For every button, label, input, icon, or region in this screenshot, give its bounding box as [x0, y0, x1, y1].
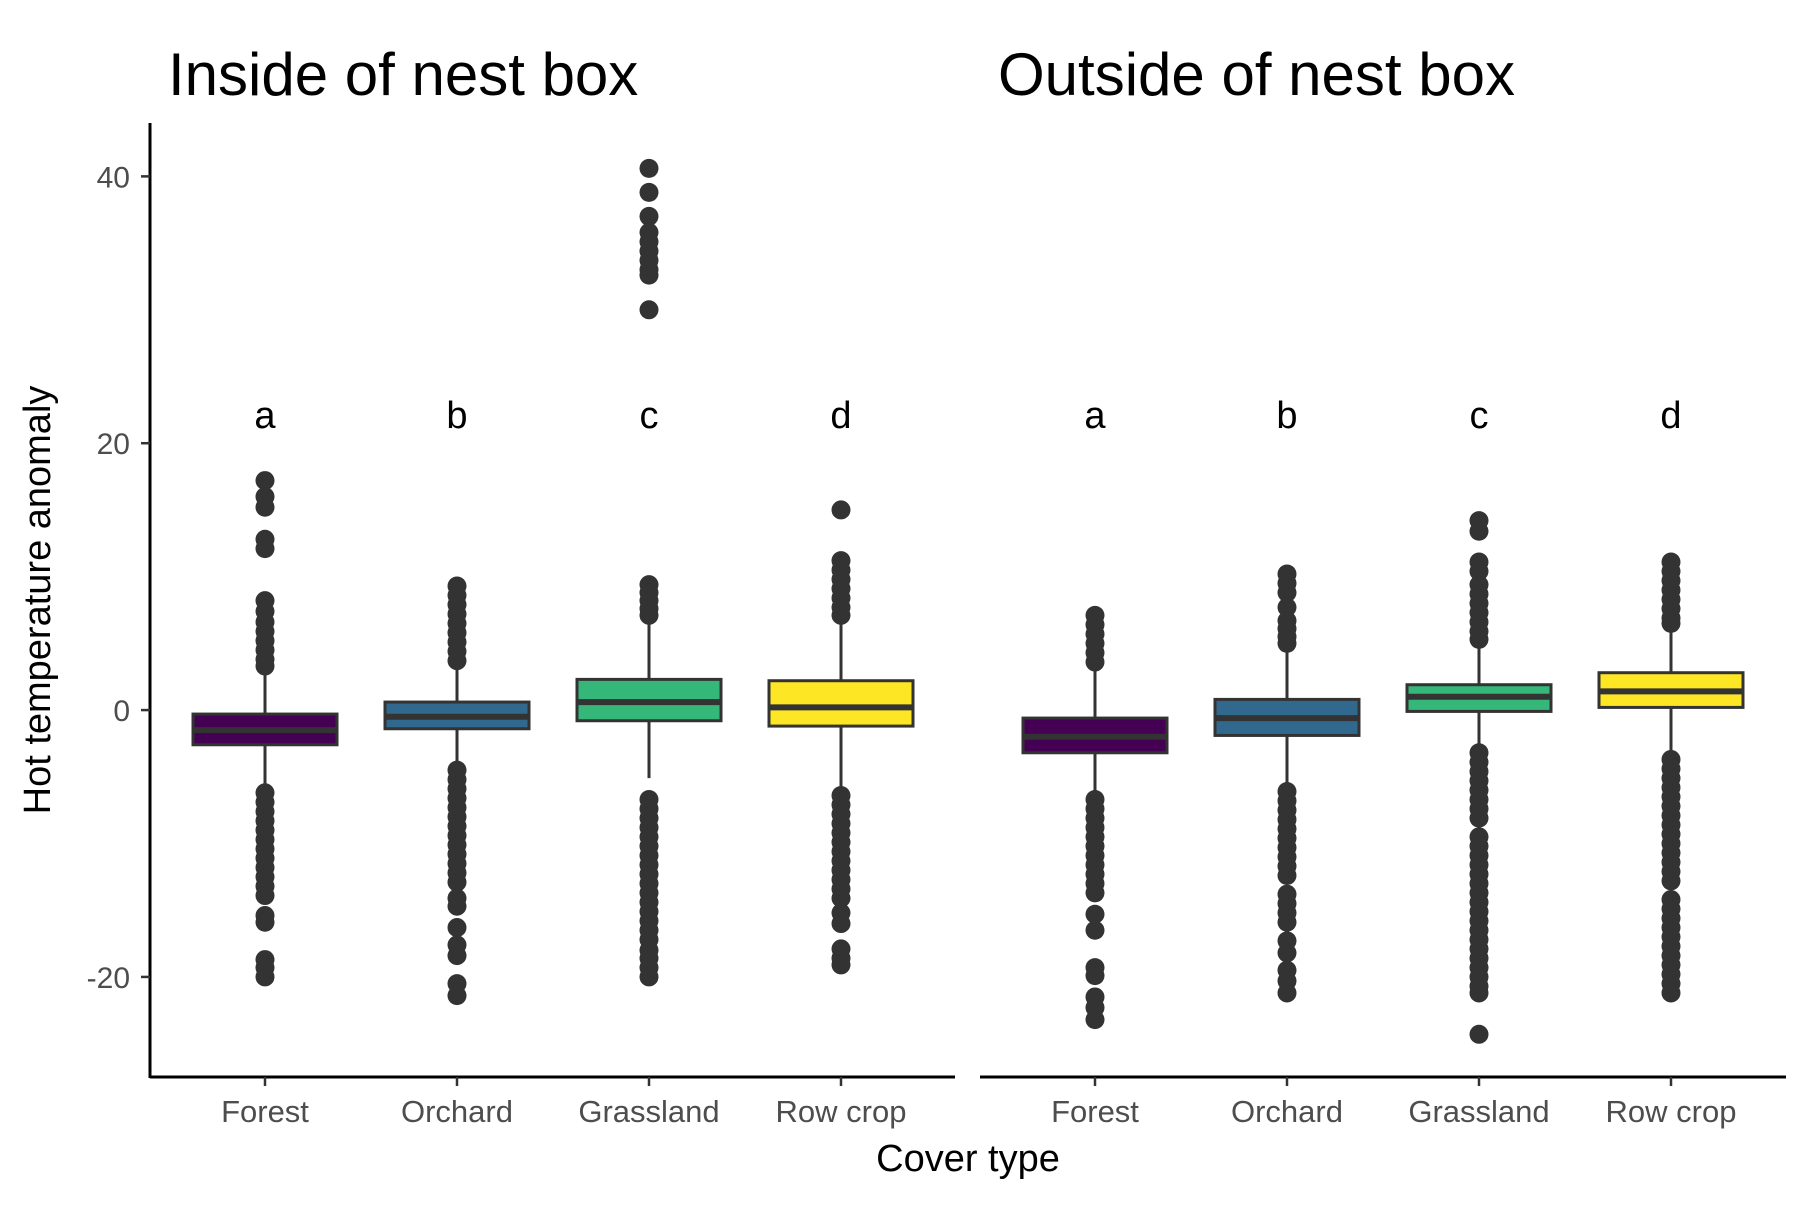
outlier-point: [255, 912, 275, 932]
outlier-point: [1277, 583, 1297, 603]
outlier-point: [639, 182, 659, 202]
outlier-point: [831, 605, 851, 625]
box-body: [767, 679, 915, 728]
box-forest: a Forest: [191, 395, 339, 1129]
significance-letter: b: [1276, 395, 1297, 437]
x-tick-label: Forest: [1051, 1094, 1139, 1129]
outlier-point: [447, 918, 467, 938]
x-axis-title: Cover type: [876, 1138, 1060, 1180]
outlier-point: [447, 896, 467, 916]
outlier-point: [1277, 633, 1297, 653]
x-tick-label: Row crop: [776, 1094, 907, 1129]
y-tick-label: 40: [97, 161, 130, 194]
outlier-point: [1085, 883, 1105, 903]
box-grassland: c Grassland: [1405, 395, 1553, 1129]
outlier-point: [1085, 652, 1105, 672]
outlier-point: [1277, 866, 1297, 886]
outlier-point: [255, 967, 275, 987]
outlier-point: [639, 300, 659, 320]
outlier-point: [255, 471, 275, 491]
outlier-point: [639, 605, 659, 625]
y-axis-title: Hot temperature anomaly: [17, 386, 59, 815]
box-orchard: b Orchard: [1213, 395, 1361, 1129]
box-row-crop: d Row crop: [767, 395, 915, 1129]
significance-letter: d: [1660, 395, 1681, 437]
outlier-point: [1277, 912, 1297, 932]
outlier-point: [1085, 966, 1105, 986]
outlier-point: [1277, 597, 1297, 617]
outlier-point: [1085, 904, 1105, 924]
outlier-point: [831, 955, 851, 975]
significance-letter: c: [640, 395, 659, 437]
significance-letter: d: [830, 395, 851, 437]
y-tick-label: 20: [97, 428, 130, 461]
outlier-point: [447, 872, 467, 892]
significance-letter: a: [1084, 395, 1106, 437]
axes-layer: -20 0 20 40: [87, 123, 152, 1078]
outlier-point: [1277, 943, 1297, 963]
outlier-point: [1085, 1010, 1105, 1030]
outlier-point: [1469, 629, 1489, 649]
significance-letter: b: [446, 395, 467, 437]
outlier-point: [1469, 808, 1489, 828]
x-tick-label: Orchard: [401, 1094, 513, 1129]
x-tick-label: Forest: [221, 1094, 309, 1129]
outlier-point: [1661, 613, 1681, 633]
box-forest: a Forest: [1021, 395, 1169, 1129]
outlier-point: [1469, 1024, 1489, 1044]
outlier-point: [639, 265, 659, 285]
box-row-crop: d Row crop: [1597, 395, 1745, 1129]
outlier-point: [1661, 871, 1681, 891]
x-tick-label: Orchard: [1231, 1094, 1343, 1129]
significance-letter: a: [254, 395, 276, 437]
outlier-point: [639, 967, 659, 987]
outlier-point: [831, 500, 851, 520]
x-tick-label: Grassland: [578, 1094, 719, 1129]
outlier-point: [255, 656, 275, 676]
outlier-point: [1085, 920, 1105, 940]
panel-outside: Outside of nest box a Forest b Orchard c Grass…: [980, 41, 1786, 1129]
significance-letter: c: [1470, 395, 1489, 437]
outlier-point: [831, 888, 851, 908]
outlier-point: [255, 886, 275, 906]
outlier-point: [1661, 983, 1681, 1003]
panel-inside: Inside of nest box a Forest b Orchard c Grassl…: [150, 41, 955, 1129]
outlier-point: [639, 206, 659, 226]
outlier-point: [1469, 521, 1489, 541]
y-tick-label: 0: [113, 695, 130, 728]
outlier-point: [447, 651, 467, 671]
y-tick-label: -20: [87, 962, 130, 995]
box-grassland: c Grassland: [575, 158, 723, 1129]
outlier-point: [255, 539, 275, 559]
panel-title: Outside of nest box: [998, 41, 1515, 108]
outlier-point: [639, 158, 659, 178]
x-tick-label: Row crop: [1606, 1094, 1737, 1129]
outlier-point: [255, 497, 275, 517]
outlier-point: [1277, 983, 1297, 1003]
panels-layer: Inside of nest box a Forest b Orchard c Grassl…: [150, 41, 1786, 1129]
box-orchard: b Orchard: [383, 395, 531, 1129]
outlier-point: [831, 914, 851, 934]
outlier-point: [1469, 561, 1489, 581]
outlier-point: [447, 986, 467, 1006]
panel-title: Inside of nest box: [168, 41, 638, 108]
outlier-point: [1469, 983, 1489, 1003]
x-tick-label: Grassland: [1408, 1094, 1549, 1129]
outlier-point: [447, 946, 467, 966]
